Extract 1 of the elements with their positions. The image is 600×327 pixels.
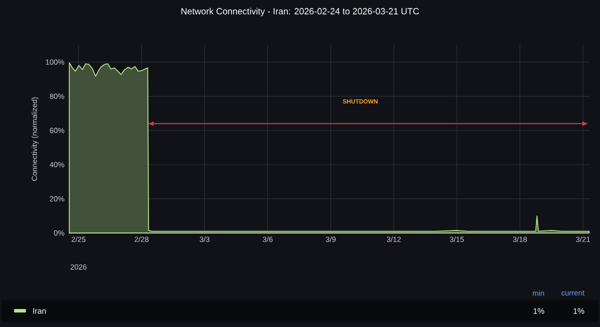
chart-title: Network Connectivity - Iran: 2026-02-24 to 2026-03-21 UTC xyxy=(181,8,419,16)
